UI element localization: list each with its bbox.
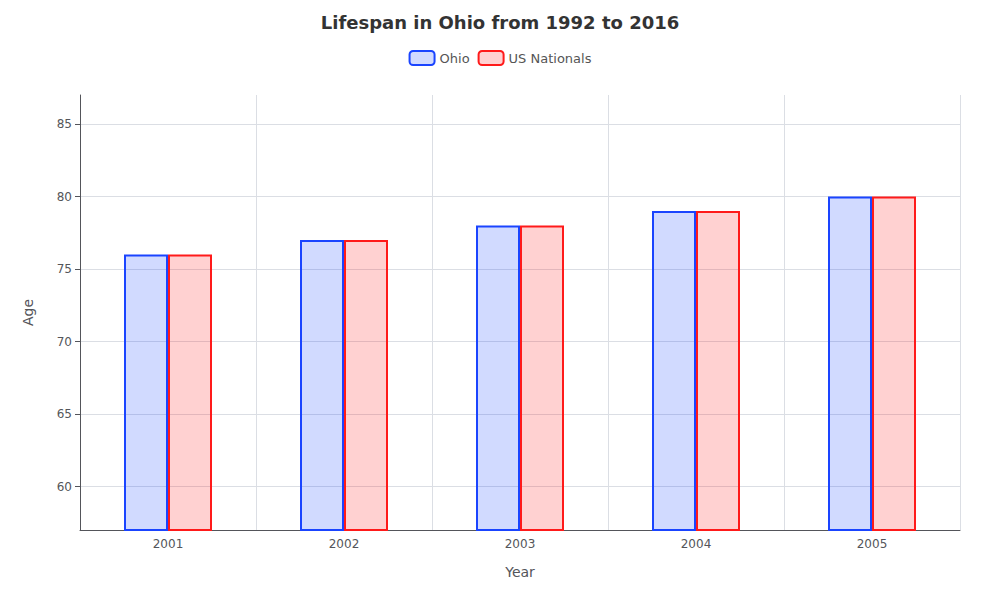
svg-text:Age: Age [20,299,36,326]
svg-text:2003: 2003 [505,537,536,551]
svg-text:2005: 2005 [857,537,888,551]
svg-text:2004: 2004 [681,537,712,551]
svg-text:70: 70 [57,335,72,349]
svg-text:60: 60 [57,480,72,494]
svg-text:Lifespan in Ohio from 1992 to: Lifespan in Ohio from 1992 to 2016 [321,12,679,33]
svg-text:Year: Year [504,564,535,580]
svg-text:2001: 2001 [153,537,184,551]
svg-text:85: 85 [57,117,72,131]
svg-text:80: 80 [57,190,72,204]
svg-text:75: 75 [57,262,72,276]
svg-text:US Nationals: US Nationals [509,51,592,66]
svg-text:65: 65 [57,407,72,421]
svg-text:2002: 2002 [329,537,360,551]
svg-text:Ohio: Ohio [440,51,470,66]
